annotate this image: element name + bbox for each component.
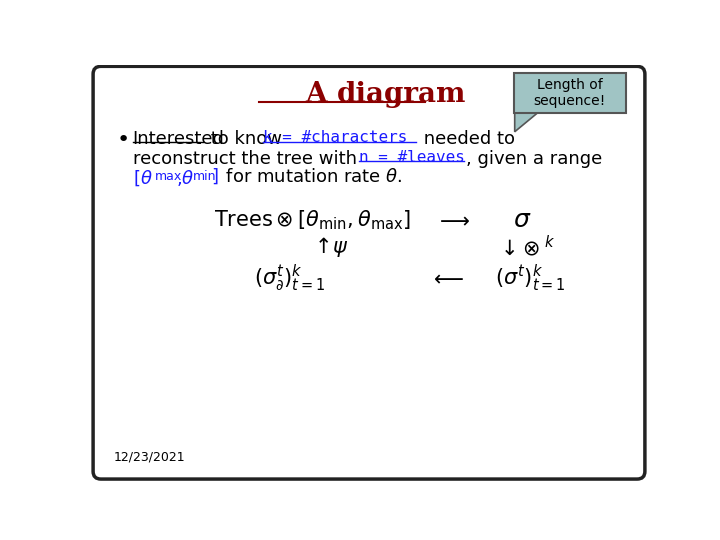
- Text: ]: ]: [212, 168, 219, 186]
- Text: needed to: needed to: [418, 130, 515, 148]
- Polygon shape: [515, 112, 538, 132]
- Text: Length of
sequence!: Length of sequence!: [534, 78, 606, 109]
- Text: $(\sigma^t)^k_{t=1}$: $(\sigma^t)^k_{t=1}$: [495, 262, 565, 294]
- Text: $\downarrow\!\otimes^k$: $\downarrow\!\otimes^k$: [496, 235, 555, 260]
- Text: $(\sigma^t_\partial)^k_{t=1}$: $(\sigma^t_\partial)^k_{t=1}$: [254, 263, 325, 293]
- Text: $\sigma$: $\sigma$: [513, 208, 531, 232]
- Text: $\mathrm{Trees} \otimes [\theta_{\min}, \theta_{\max}]$: $\mathrm{Trees} \otimes [\theta_{\min}, …: [214, 208, 411, 232]
- Text: diagram: diagram: [336, 82, 466, 109]
- Text: to know: to know: [204, 130, 287, 148]
- Text: •: •: [117, 130, 130, 150]
- Text: max: max: [155, 170, 182, 183]
- Text: $\uparrow\!\psi$: $\uparrow\!\psi$: [310, 235, 348, 259]
- Text: A: A: [305, 82, 336, 109]
- Text: k = #characters: k = #characters: [263, 130, 408, 145]
- FancyBboxPatch shape: [93, 66, 645, 479]
- FancyBboxPatch shape: [514, 73, 626, 113]
- Text: ,$\theta$: ,$\theta$: [176, 168, 194, 188]
- Text: $\longrightarrow$: $\longrightarrow$: [435, 211, 470, 231]
- Text: [$\theta$: [$\theta$: [132, 168, 153, 187]
- Text: Interested: Interested: [132, 130, 225, 148]
- Text: reconstruct the tree with: reconstruct the tree with: [132, 150, 362, 167]
- Text: for mutation rate $\theta$.: for mutation rate $\theta$.: [220, 168, 402, 186]
- Text: 12/23/2021: 12/23/2021: [113, 451, 185, 464]
- Text: min: min: [193, 170, 217, 183]
- Text: $\longleftarrow$: $\longleftarrow$: [429, 268, 464, 288]
- Text: , given a range: , given a range: [466, 150, 602, 167]
- Text: n = #leaves: n = #leaves: [359, 150, 465, 165]
